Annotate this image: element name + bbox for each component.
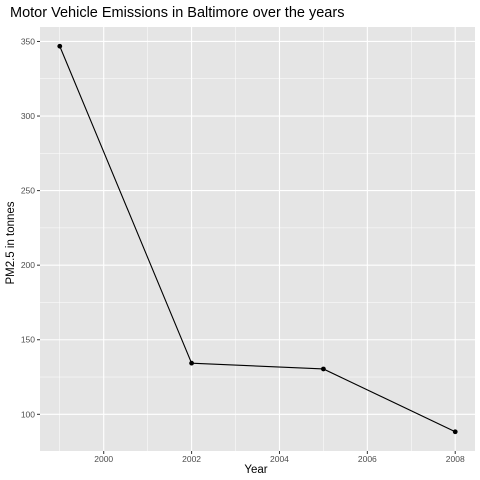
y-tick-label: 350 bbox=[21, 36, 35, 46]
x-tick-label: 2008 bbox=[446, 454, 465, 464]
x-tick-label: 2006 bbox=[358, 454, 377, 464]
data-point bbox=[57, 43, 63, 49]
data-point bbox=[189, 360, 194, 366]
data-point bbox=[452, 429, 458, 435]
y-tick-label: 100 bbox=[21, 409, 35, 419]
series-group bbox=[57, 43, 458, 435]
y-axis-title: PM2.5 in tonnes bbox=[5, 201, 17, 284]
y-tick-label: 150 bbox=[21, 335, 35, 345]
y-tick-label: 250 bbox=[21, 186, 35, 196]
chart-title: Motor Vehicle Emissions in Baltimore ove… bbox=[10, 5, 344, 21]
x-tick-label: 2000 bbox=[94, 454, 113, 464]
major-gridlines bbox=[40, 27, 475, 451]
y-tick-label: 200 bbox=[21, 260, 35, 270]
x-axis-title: Year bbox=[244, 464, 267, 476]
series-line bbox=[59, 46, 456, 433]
y-tick-label: 300 bbox=[21, 111, 35, 121]
data-point bbox=[321, 366, 326, 372]
axis-ticks: 2000 2002 2004 2006 2008 100 150 200 250 300 350 bbox=[21, 36, 465, 464]
minor-gridlines bbox=[40, 27, 475, 451]
x-tick-label: 2004 bbox=[270, 454, 289, 464]
plot-panel bbox=[40, 27, 475, 451]
x-tick-label: 2002 bbox=[182, 454, 201, 464]
